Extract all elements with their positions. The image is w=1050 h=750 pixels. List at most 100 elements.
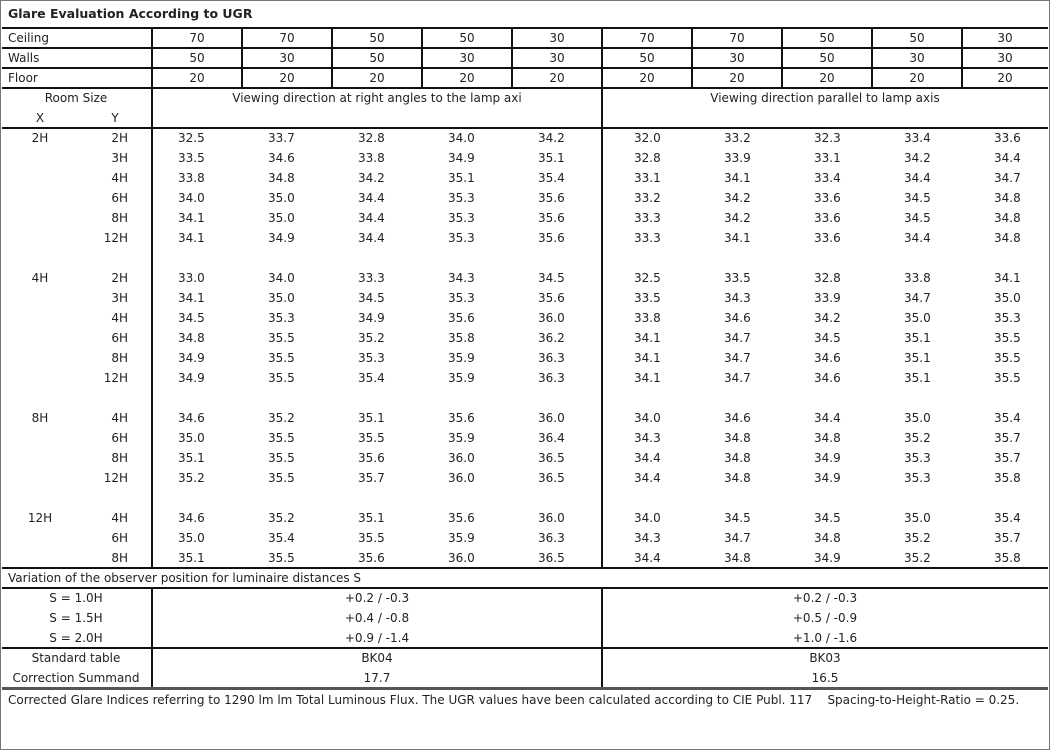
ugr-value: 34.4: [358, 191, 385, 205]
ugr-value: 34.2: [724, 211, 751, 225]
ugr-value: 34.3: [724, 291, 751, 305]
reflectance-value: 50: [189, 51, 205, 65]
reflectance-value: 30: [997, 51, 1013, 65]
room-y: 12H: [103, 371, 128, 385]
ugr-value: 33.9: [724, 151, 751, 165]
room-y: 2H: [111, 271, 128, 285]
reflectance-value: 30: [459, 51, 475, 65]
ugr-value: 34.6: [724, 311, 751, 325]
ugr-value: 34.9: [814, 471, 841, 485]
reflectance-value: 70: [189, 31, 205, 45]
ugr-value: 35.3: [448, 231, 475, 245]
ugr-value: 33.1: [814, 151, 841, 165]
ugr-value: 34.1: [178, 291, 205, 305]
room-y: 6H: [111, 331, 128, 345]
ugr-value: 34.4: [358, 211, 385, 225]
ugr-value: 34.5: [814, 331, 841, 345]
divider: [2, 587, 1048, 589]
ugr-value: 34.8: [814, 431, 841, 445]
ugr-value: 34.6: [178, 511, 205, 525]
reflectance-value: 20: [909, 71, 925, 85]
ugr-value: 35.5: [268, 331, 295, 345]
ugr-value: 34.5: [904, 191, 931, 205]
ugr-value: 34.9: [448, 151, 475, 165]
ugr-value: 34.4: [904, 171, 931, 185]
ugr-value: 35.1: [178, 451, 205, 465]
perp-header: Viewing direction at right angles to the…: [232, 91, 522, 105]
ugr-value: 35.4: [538, 171, 565, 185]
ugr-value: 34.8: [724, 471, 751, 485]
footer-note: Corrected Glare Indices referring to 129…: [8, 693, 1020, 707]
ugr-value: 35.2: [178, 471, 205, 485]
divider: [781, 28, 783, 88]
ugr-value: 34.8: [994, 191, 1021, 205]
ugr-value: 34.8: [268, 171, 295, 185]
standard-table-label: Standard table: [31, 651, 121, 665]
ugr-value: 32.5: [178, 131, 205, 145]
ugr-value: 34.5: [178, 311, 205, 325]
ugr-value: 33.8: [358, 151, 385, 165]
ugr-value: 35.5: [994, 351, 1021, 365]
ugr-value: 34.1: [178, 211, 205, 225]
y-label: Y: [111, 111, 119, 125]
variation-perp: +0.2 / -0.3: [344, 591, 410, 605]
ugr-value: 32.5: [634, 271, 661, 285]
ugr-value: 33.3: [358, 271, 385, 285]
ugr-value: 34.7: [724, 371, 751, 385]
reflectance-value: 30: [997, 31, 1013, 45]
ugr-value: 32.8: [358, 131, 385, 145]
ugr-value: 34.8: [994, 231, 1021, 245]
divider: [2, 567, 1048, 569]
ugr-value: 35.2: [904, 431, 931, 445]
ugr-value: 35.5: [268, 431, 295, 445]
para-header: Viewing direction parallel to lamp axis: [710, 91, 940, 105]
variation-para: +0.5 / -0.9: [792, 611, 858, 625]
divider: [241, 28, 243, 88]
ugr-value: 33.8: [634, 311, 661, 325]
variation-label: S = 2.0H: [49, 631, 103, 645]
ugr-value: 34.8: [178, 331, 205, 345]
reflectance-value: 50: [369, 51, 385, 65]
room-y: 8H: [111, 211, 128, 225]
ugr-value: 34.3: [448, 271, 475, 285]
ugr-value: 35.1: [904, 331, 931, 345]
ugr-value: 34.0: [178, 191, 205, 205]
ugr-value: 35.1: [904, 351, 931, 365]
room-y: 6H: [111, 431, 128, 445]
ugr-value: 35.9: [448, 431, 475, 445]
ugr-value: 34.0: [448, 131, 475, 145]
ugr-value: 34.5: [814, 511, 841, 525]
standard-table-para: BK03: [809, 651, 841, 665]
ugr-value: 34.2: [724, 191, 751, 205]
ugr-value: 35.5: [268, 471, 295, 485]
room-y: 4H: [111, 411, 128, 425]
ugr-value: 34.1: [178, 231, 205, 245]
divider: [331, 28, 333, 88]
reflectance-value: 20: [549, 71, 565, 85]
divider: [2, 67, 1048, 69]
ugr-value: 35.2: [904, 551, 931, 565]
ugr-value: 35.3: [448, 191, 475, 205]
ugr-value: 34.1: [724, 231, 751, 245]
ugr-value: 35.8: [448, 331, 475, 345]
ugr-value: 35.2: [268, 411, 295, 425]
ugr-value: 35.7: [994, 531, 1021, 545]
ugr-value: 34.7: [724, 531, 751, 545]
room-y: 4H: [111, 171, 128, 185]
ugr-value: 34.6: [178, 411, 205, 425]
ugr-value: 35.3: [358, 351, 385, 365]
ugr-value: 32.8: [814, 271, 841, 285]
ugr-value: 36.5: [538, 451, 565, 465]
ugr-value: 33.5: [178, 151, 205, 165]
ugr-value: 34.8: [814, 531, 841, 545]
reflectance-label: Ceiling: [8, 31, 49, 45]
ugr-value: 35.3: [448, 291, 475, 305]
ugr-value: 34.4: [994, 151, 1021, 165]
correction-summand-para: 16.5: [811, 671, 839, 685]
reflectance-value: 70: [279, 31, 295, 45]
reflectance-value: 30: [549, 31, 565, 45]
ugr-value: 35.4: [994, 511, 1021, 525]
ugr-value: 35.3: [268, 311, 295, 325]
ugr-value: 32.0: [634, 131, 661, 145]
ugr-value: 33.2: [724, 131, 751, 145]
